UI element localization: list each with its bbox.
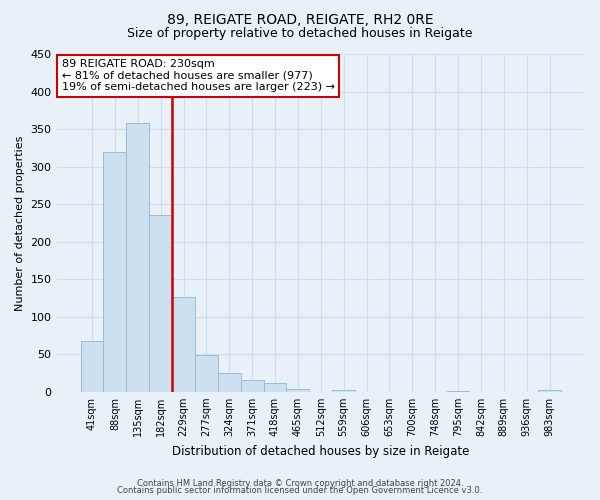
Bar: [127, 123, 149, 392]
Text: Contains public sector information licensed under the Open Government Licence v3: Contains public sector information licen…: [118, 486, 482, 495]
Bar: [218, 373, 241, 392]
Bar: [103, 152, 127, 392]
X-axis label: Distribution of detached houses by size in Reigate: Distribution of detached houses by size …: [172, 444, 469, 458]
Bar: [80, 341, 103, 392]
Bar: [149, 216, 172, 392]
Bar: [286, 389, 310, 392]
Bar: [446, 391, 469, 392]
Text: 89 REIGATE ROAD: 230sqm
← 81% of detached houses are smaller (977)
19% of semi-d: 89 REIGATE ROAD: 230sqm ← 81% of detache…: [62, 59, 335, 92]
Bar: [195, 355, 218, 392]
Bar: [172, 297, 195, 392]
Bar: [538, 390, 561, 392]
Text: 89, REIGATE ROAD, REIGATE, RH2 0RE: 89, REIGATE ROAD, REIGATE, RH2 0RE: [167, 12, 433, 26]
Bar: [332, 390, 355, 392]
Bar: [263, 383, 286, 392]
Text: Contains HM Land Registry data © Crown copyright and database right 2024.: Contains HM Land Registry data © Crown c…: [137, 478, 463, 488]
Y-axis label: Number of detached properties: Number of detached properties: [15, 135, 25, 310]
Text: Size of property relative to detached houses in Reigate: Size of property relative to detached ho…: [127, 28, 473, 40]
Bar: [241, 380, 263, 392]
